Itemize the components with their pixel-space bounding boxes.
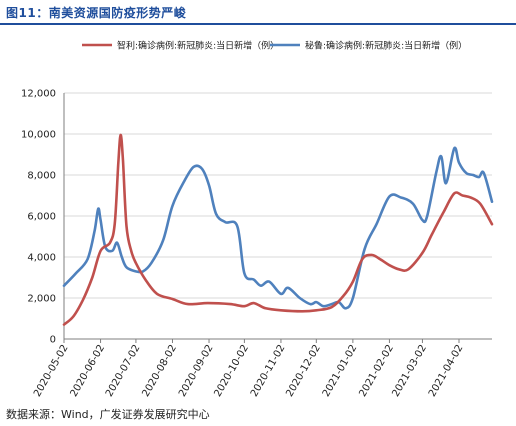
x-tick-label: 2020-08-02 (140, 343, 179, 399)
y-tick-label: 2,000 (27, 294, 56, 305)
x-tick-label: 2020-10-02 (212, 343, 251, 399)
y-axis: 0 2,000 4,000 6,000 8,000 10,000 12,000 (21, 89, 65, 346)
y-tick-label: 12,000 (21, 89, 56, 100)
series-line-1 (62, 146, 494, 310)
x-tick-label: 2021-02-02 (357, 343, 396, 399)
data-source-note: 数据来源：Wind，广发证券发展研究中心 (6, 408, 210, 421)
y-tick-label: 6,000 (27, 212, 56, 223)
x-axis: 2020-05-022020-06-022020-07-022020-08-02… (32, 338, 492, 399)
x-tick-label: 2020-06-02 (69, 343, 108, 399)
legend-label: 秘鲁:确诊病例:新冠肺炎:当日新增（例） (305, 40, 467, 52)
x-tick-label: 2020-12-02 (284, 343, 323, 399)
y-tick-label: 10,000 (21, 130, 56, 141)
grid-lines (64, 92, 492, 299)
title-divider (0, 23, 516, 25)
y-tick-label: 0 (50, 335, 56, 346)
legend-label: 智利:确诊病例:新冠肺炎:当日新增（例） (117, 40, 279, 52)
x-tick-label: 2021-01-02 (321, 343, 360, 399)
series-line-0 (62, 133, 494, 326)
y-tick-label: 4,000 (27, 253, 56, 264)
x-tick-label: 2020-09-02 (177, 343, 216, 399)
x-tick-label: 2020-11-02 (249, 343, 288, 399)
chart-title: 图11：南美资源国防疫形势严峻 (6, 6, 187, 20)
x-tick-label: 2021-03-02 (390, 343, 429, 399)
series-lines (62, 133, 494, 326)
x-tick-label: 2021-04-02 (427, 343, 466, 399)
legend: 智利:确诊病例:新冠肺炎:当日新增（例） 秘鲁:确诊病例:新冠肺炎:当日新增（例） (82, 40, 467, 52)
y-tick-label: 8,000 (27, 171, 56, 182)
x-tick-label: 2020-07-02 (104, 343, 143, 399)
x-tick-label: 2020-05-02 (32, 343, 71, 399)
